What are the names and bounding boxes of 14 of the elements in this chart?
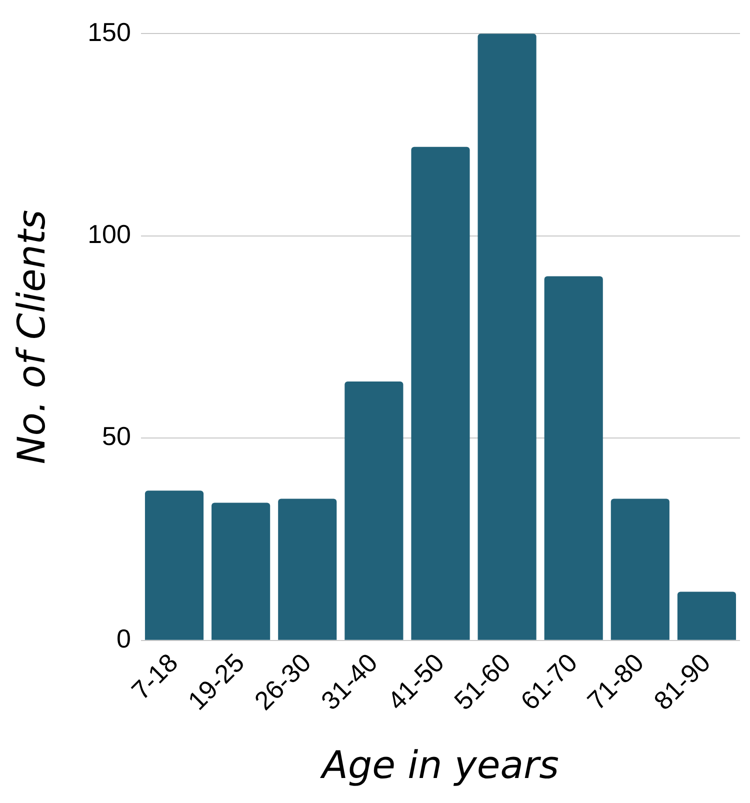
bar — [677, 592, 736, 640]
bar — [144, 490, 204, 640]
bar — [478, 34, 536, 640]
bar — [278, 498, 337, 640]
bar — [212, 502, 270, 640]
y-tick-label: 50 — [102, 421, 131, 452]
bar — [411, 146, 470, 640]
y-tick-label: 150 — [88, 16, 131, 47]
bar — [610, 498, 670, 640]
y-tick-label: 100 — [88, 219, 131, 250]
bar — [544, 276, 603, 640]
y-axis-title: No. of Clients — [10, 210, 54, 464]
x-axis-title: Age in years — [319, 743, 559, 788]
bar — [344, 381, 404, 640]
